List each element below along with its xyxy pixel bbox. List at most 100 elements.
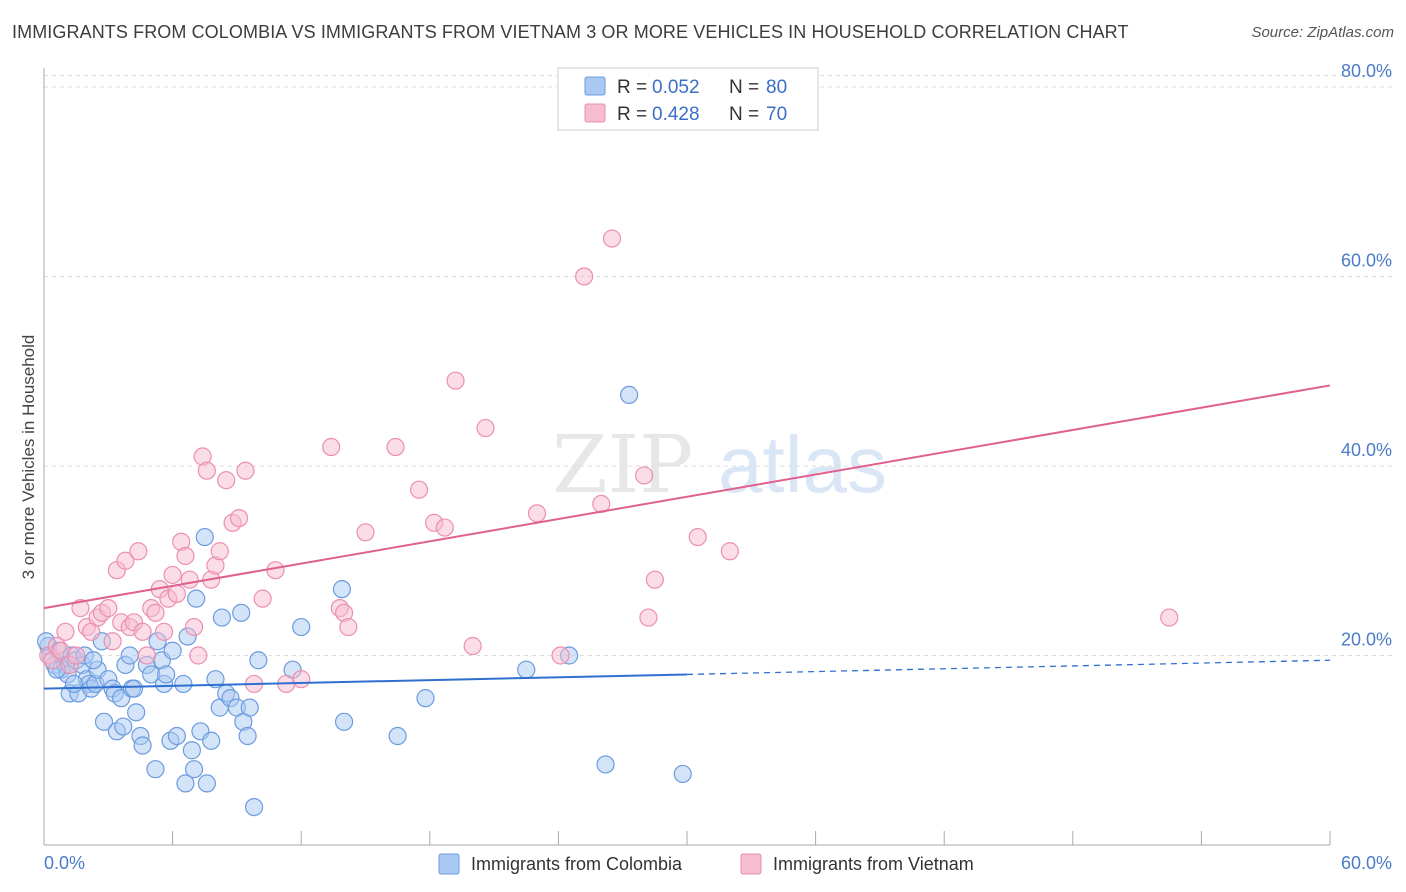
point-vietnam <box>409 480 429 499</box>
point-vietnam <box>602 229 622 248</box>
point-vietnam <box>463 636 482 656</box>
point-colombia <box>240 698 259 717</box>
series-vietnam-points <box>39 229 1179 694</box>
point-vietnam <box>551 646 570 665</box>
point-vietnam <box>266 561 285 580</box>
point-vietnam <box>176 546 195 566</box>
point-colombia <box>120 646 139 665</box>
point-colombia <box>124 679 144 698</box>
point-vietnam <box>56 622 75 641</box>
point-vietnam <box>356 523 375 542</box>
point-colombia <box>84 651 103 670</box>
point-vietnam <box>476 418 495 438</box>
point-vietnam <box>137 646 156 665</box>
legend-n-label-vietnam: N = <box>729 104 759 125</box>
point-vietnam <box>103 632 122 651</box>
watermark-zip: ZIP <box>552 418 693 511</box>
point-colombia <box>146 760 165 779</box>
point-vietnam <box>645 570 664 589</box>
source-credit: Source: ZipAtlas.com <box>1251 24 1394 41</box>
y-tick-label: 60.0% <box>1341 250 1392 270</box>
point-vietnam <box>154 622 174 641</box>
point-vietnam <box>720 542 739 561</box>
point-vietnam <box>210 542 229 561</box>
legend-n-value-colombia: 80 <box>766 77 787 98</box>
watermark-atlas: atlas <box>718 420 887 509</box>
y-tick-label: 20.0% <box>1341 629 1392 649</box>
point-colombia <box>157 665 176 684</box>
legend-r-label-vietnam: R = <box>617 104 647 125</box>
point-vietnam <box>236 461 255 480</box>
point-colombia <box>232 603 251 622</box>
point-vietnam <box>253 589 272 608</box>
point-vietnam <box>322 437 341 457</box>
point-vietnam <box>146 603 165 622</box>
bottom-legend-label-colombia: Immigrants from Colombia <box>471 854 683 874</box>
point-colombia <box>244 797 264 817</box>
legend-swatch-vietnam <box>584 103 606 123</box>
point-colombia <box>163 641 182 660</box>
point-colombia <box>64 674 84 694</box>
bottom-legend-swatch-vietnam <box>740 853 762 875</box>
point-colombia <box>94 712 114 731</box>
point-vietnam <box>229 508 249 528</box>
y-axis-tick-labels: 20.0% 40.0% 60.0% 80.0% <box>1341 61 1392 650</box>
legend-r-value-vietnam: 0.428 <box>652 104 700 125</box>
point-colombia <box>249 651 268 670</box>
point-vietnam <box>635 466 654 485</box>
point-colombia <box>187 589 206 608</box>
y-tick-label: 40.0% <box>1341 440 1392 460</box>
point-colombia <box>596 755 615 774</box>
trend-line-vietnam <box>43 384 1331 610</box>
point-vietnam <box>688 527 707 547</box>
legend-r-value-colombia: 0.052 <box>652 77 700 98</box>
point-vietnam <box>435 518 454 537</box>
point-colombia <box>620 385 639 405</box>
point-colombia <box>184 760 204 779</box>
point-vietnam <box>180 570 199 589</box>
trend-line-colombia <box>43 673 688 690</box>
y-tick-label: 80.0% <box>1341 61 1392 81</box>
point-colombia <box>334 712 354 731</box>
point-vietnam <box>189 646 208 665</box>
point-vietnam <box>197 461 216 480</box>
point-colombia <box>388 726 407 746</box>
point-vietnam <box>163 565 182 585</box>
point-vietnam <box>99 599 118 618</box>
point-colombia <box>195 527 214 547</box>
point-vietnam <box>639 608 658 627</box>
bottom-legend: Immigrants from Colombia Immigrants from… <box>438 853 974 875</box>
trend-line-colombia-extension <box>686 659 1331 676</box>
x-tick-label-min: 0.0% <box>44 853 85 873</box>
point-colombia <box>517 660 536 679</box>
y-axis-title: 3 or more Vehicles in Household <box>19 335 38 580</box>
point-vietnam <box>116 551 135 570</box>
legend-r-label-colombia: R = <box>617 77 647 98</box>
point-vietnam <box>67 646 86 665</box>
x-tick-label-max: 60.0% <box>1341 853 1392 873</box>
point-colombia <box>197 774 216 793</box>
point-vietnam <box>575 267 594 286</box>
point-vietnam <box>386 437 405 457</box>
point-vietnam <box>292 670 311 689</box>
point-colombia <box>416 689 435 708</box>
point-vietnam <box>527 504 547 523</box>
x-axis-ticks <box>43 831 1331 845</box>
bottom-legend-swatch-colombia <box>438 853 460 875</box>
point-colombia <box>182 741 201 760</box>
gridlines <box>44 75 1392 656</box>
point-vietnam <box>184 617 204 637</box>
point-colombia <box>174 674 193 694</box>
chart-title: IMMIGRANTS FROM COLOMBIA VS IMMIGRANTS F… <box>12 22 1129 42</box>
point-vietnam <box>339 617 358 637</box>
point-colombia <box>167 726 186 746</box>
point-colombia <box>238 726 257 746</box>
trend-lines <box>43 384 1331 690</box>
point-vietnam <box>167 584 186 603</box>
point-colombia <box>114 717 133 736</box>
point-colombia <box>292 617 311 637</box>
point-vietnam <box>71 599 90 618</box>
point-colombia <box>673 764 692 784</box>
point-vietnam <box>446 371 465 390</box>
